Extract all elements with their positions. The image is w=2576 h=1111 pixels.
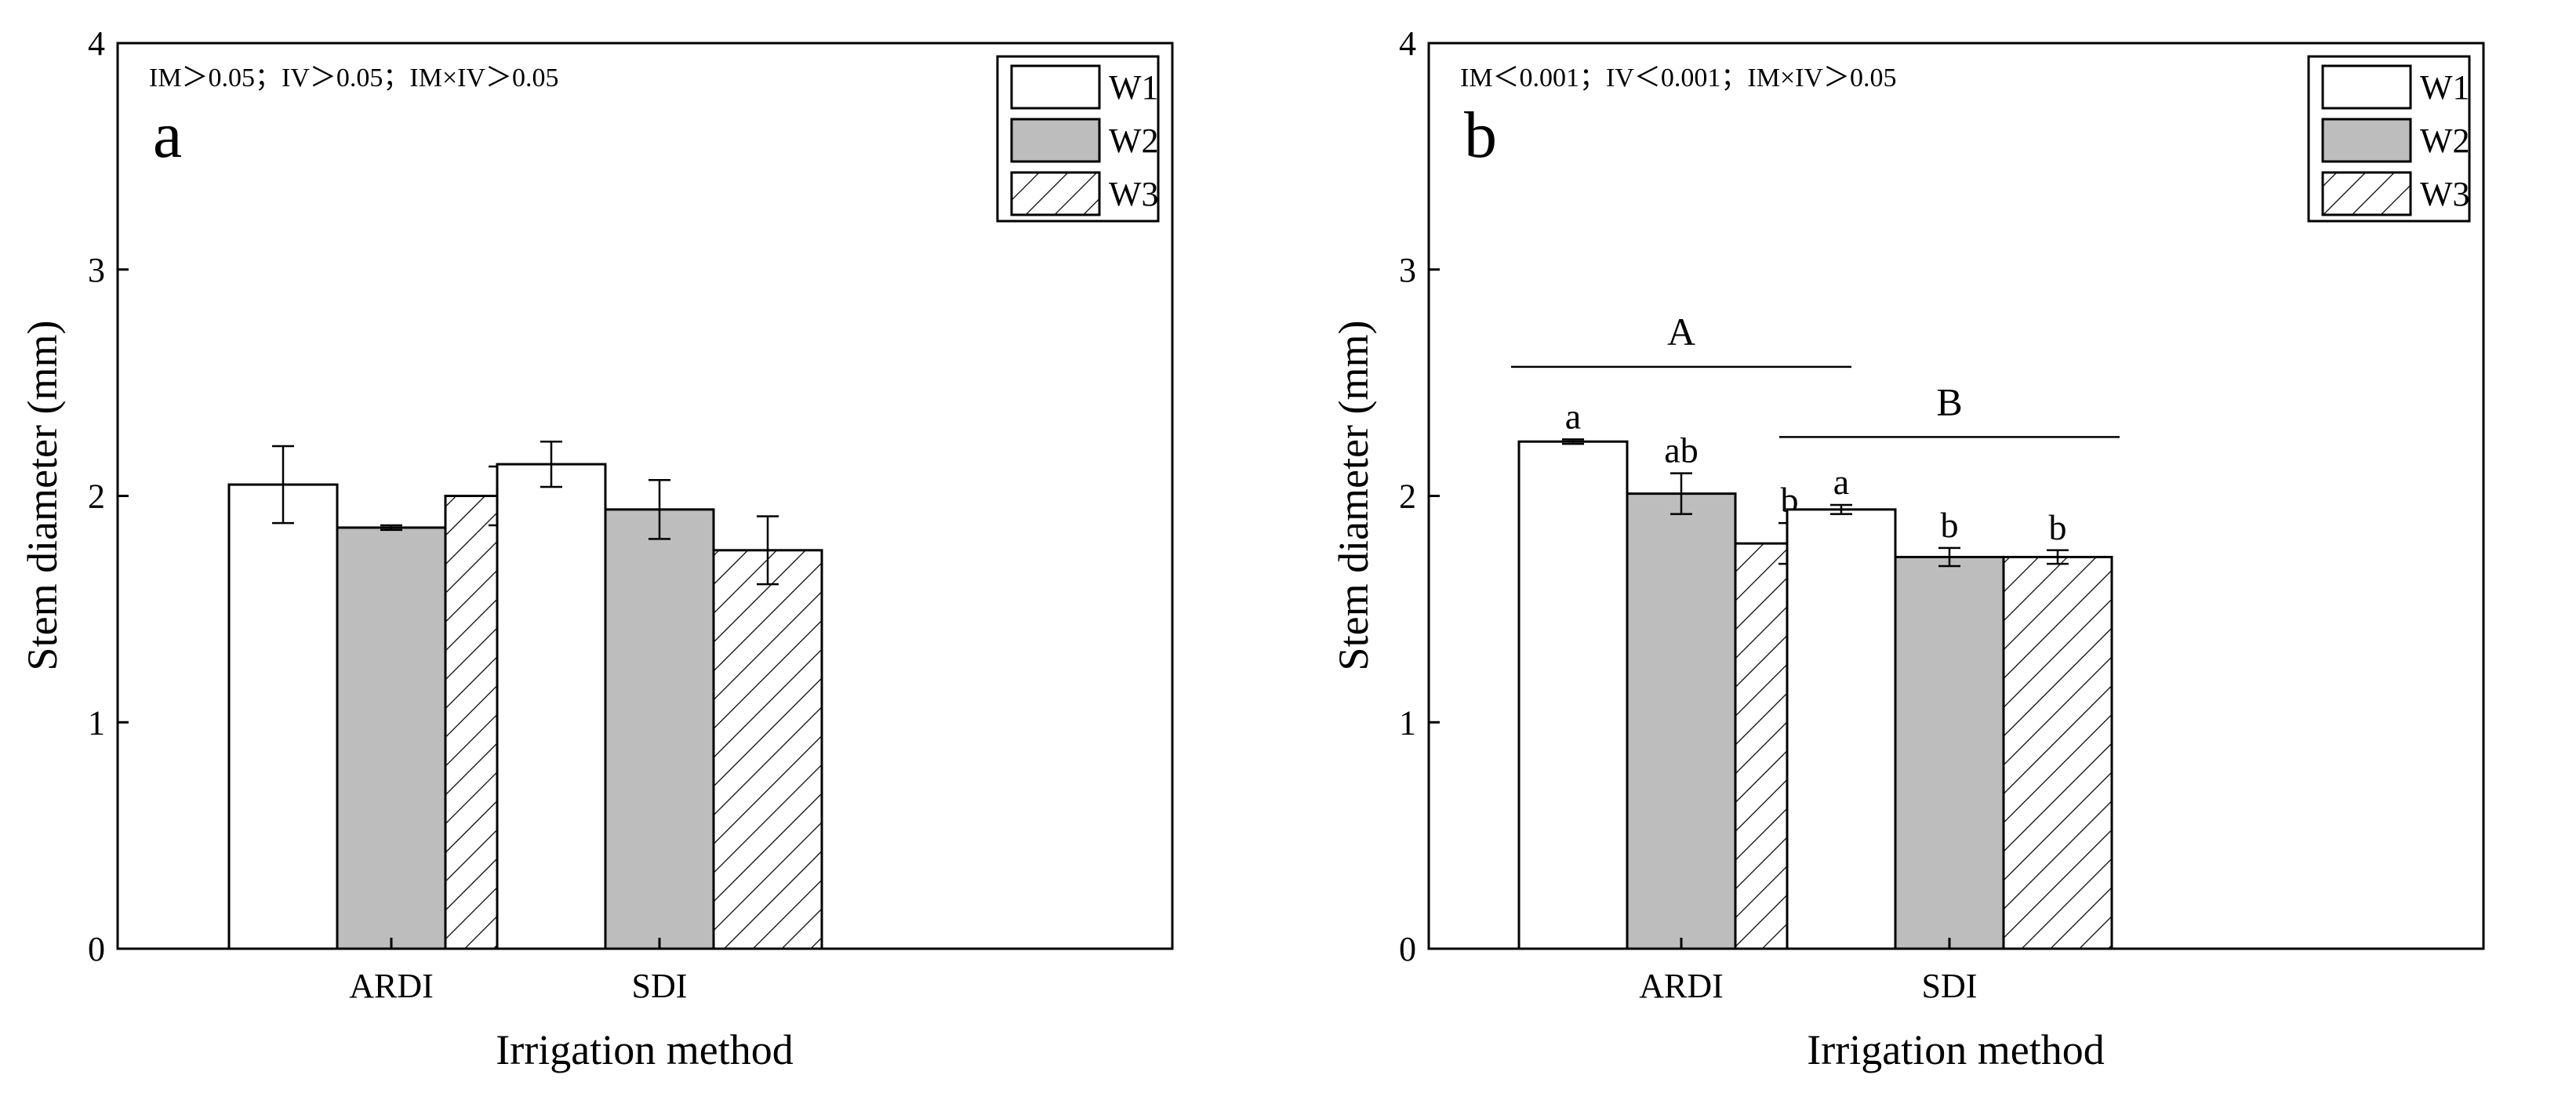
legend: W1 W2 W3 xyxy=(996,55,1160,223)
panel-label: a xyxy=(153,99,182,172)
legend-label-w3: W3 xyxy=(1109,175,1159,213)
x-axis-category-labels: ARDI SDI xyxy=(1639,938,1977,1005)
legend-label-w3: W3 xyxy=(2420,175,2470,213)
legend-label-w1: W1 xyxy=(1109,68,1159,107)
significance-letter: b xyxy=(2049,507,2067,547)
legend-swatch-w1 xyxy=(2321,64,2412,110)
significance-stats: IM＜0.001；IV＜0.001；IM×IV＞0.05 xyxy=(1460,64,1897,93)
y-tick-label: 1 xyxy=(88,703,105,742)
y-axis-title: Stem diameter (mm) xyxy=(19,321,66,671)
y-tick-label: 4 xyxy=(88,24,105,63)
significance-letter: a xyxy=(1833,462,1849,502)
legend-swatch-w1 xyxy=(1010,64,1101,110)
x-axis-category-labels: ARDI SDI xyxy=(349,938,687,1005)
significance-letter: a xyxy=(1565,396,1581,436)
bar-w2 xyxy=(336,526,447,950)
bar-w1 xyxy=(1517,440,1629,950)
panel-label: b xyxy=(1464,99,1497,172)
group-significance-letter: B xyxy=(1936,379,1962,423)
bar-w3 xyxy=(2002,555,2113,950)
x-category-label: SDI xyxy=(632,967,688,1005)
x-category-label: SDI xyxy=(1922,967,1978,1005)
bar-w1 xyxy=(1786,508,1897,950)
legend-swatch-w3 xyxy=(1010,171,1101,216)
y-tick-label: 2 xyxy=(1399,477,1416,516)
legend-label-w1: W1 xyxy=(2420,68,2470,107)
y-tick-label: 3 xyxy=(1399,251,1416,289)
y-tick-label: 1 xyxy=(1399,703,1416,742)
y-axis-title: Stem diameter (mm) xyxy=(1330,321,1377,671)
y-axis-ticks: 0 1 2 3 4 xyxy=(1399,24,1440,968)
bar-w2 xyxy=(604,508,715,950)
legend-swatch-w3 xyxy=(2321,171,2412,216)
y-tick-label: 0 xyxy=(1399,930,1416,968)
legend-swatch-w2 xyxy=(1010,118,1101,163)
y-axis-ticks: 0 1 2 3 4 xyxy=(88,24,129,968)
significance-stats: IM＞0.05；IV＞0.05；IM×IV＞0.05 xyxy=(149,64,559,93)
group-significance-letter: A xyxy=(1667,310,1695,354)
x-category-label: ARDI xyxy=(349,967,434,1005)
bar-w1 xyxy=(227,483,339,950)
x-axis-title: Irrigation method xyxy=(1807,1026,2104,1073)
legend-label-w2: W2 xyxy=(1109,122,1159,160)
y-tick-label: 3 xyxy=(88,251,105,289)
legend-label-w2: W2 xyxy=(2420,122,2470,160)
bar-w1 xyxy=(496,463,607,950)
bar-marks xyxy=(227,440,823,950)
significance-letter: ab xyxy=(1664,430,1698,470)
bar-w3 xyxy=(712,549,823,950)
y-tick-label: 4 xyxy=(1399,24,1416,63)
y-tick-label: 2 xyxy=(88,477,105,516)
chart-panel-a: 0 1 2 3 4 ARDI SDI Stem diameter (mm) Irrigat… xyxy=(19,24,1174,1073)
bar-w2 xyxy=(1626,492,1737,950)
x-axis-title: Irrigation method xyxy=(496,1026,793,1073)
bar-w2 xyxy=(1894,555,2005,950)
y-tick-label: 0 xyxy=(88,930,105,968)
legend: W1 W2 W3 xyxy=(2307,55,2471,223)
x-category-label: ARDI xyxy=(1639,967,1724,1005)
legend-swatch-w2 xyxy=(2321,118,2412,163)
significance-letter: b xyxy=(1941,505,1959,545)
